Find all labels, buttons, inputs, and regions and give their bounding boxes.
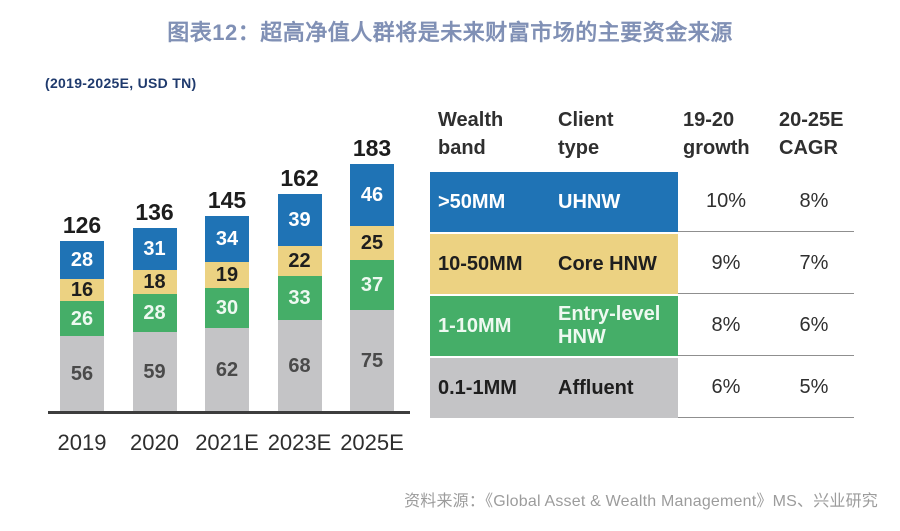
cell-wealth-band: >50MM (430, 172, 550, 232)
bar-segment-core-hnw: 19 (205, 262, 249, 288)
table-row-core-hnw: 10-50MM Core HNW 9% 7% (430, 234, 854, 294)
table-body: >50MM UHNW 10% 8% 10-50MM Core HNW 9% 7% 1-10MM E… (430, 172, 854, 418)
segment-value-label: 25 (360, 232, 384, 254)
bar-segment-entry-level-hnw: 33 (277, 276, 322, 320)
bar-segment-entry-level-hnw: 37 (350, 260, 394, 310)
segment-value-label: 28 (70, 249, 94, 271)
table-row-affluent: 0.1-1MM Affluent 6% 5% (430, 358, 854, 418)
cell-client-type: Affluent (550, 358, 678, 418)
segment-value-label: 31 (143, 238, 166, 260)
bar-segment-core-hnw: 25 (350, 226, 394, 260)
segment-value-label: 46 (360, 184, 384, 206)
segment-value-label: 34 (215, 228, 239, 250)
bar-segment-entry-level-hnw: 28 (132, 294, 177, 332)
bar-segment-uhnw: 28 (60, 241, 104, 279)
cell-client-type: Core HNW (550, 234, 678, 294)
bar-2025e: 183 46 25 37 75 (350, 134, 394, 411)
segment-value-label: 18 (143, 271, 166, 293)
x-axis-label-2023e: 2023E (267, 430, 332, 455)
bar-2023e: 162 39 22 33 68 (277, 164, 322, 411)
x-axis-label-2025e: 2025E (340, 430, 404, 455)
table-header-row: Wealth band Client type 19-20 growth 20-… (430, 106, 854, 170)
cell-cagr-20-25e: 5% (774, 358, 854, 418)
bar-2019: 126 28 16 26 56 (60, 211, 104, 411)
cell-cagr-20-25e: 8% (774, 172, 854, 232)
cell-wealth-band: 1-10MM (430, 296, 550, 356)
segment-value-label: 68 (288, 354, 311, 377)
segment-value-label: 26 (70, 307, 94, 330)
cell-growth-19-20: 8% (678, 296, 774, 356)
bar-segment-uhnw: 39 (277, 194, 322, 246)
bar-2020: 136 31 18 28 59 (132, 198, 177, 411)
bar-2021e: 145 34 19 30 62 (205, 186, 249, 411)
table-header-client-type: Client type (558, 109, 614, 159)
segment-value-label: 75 (360, 349, 384, 372)
segment-value-label: 30 (215, 297, 239, 319)
bar-segment-affluent: 56 (60, 336, 104, 411)
segment-value-label: 37 (360, 274, 384, 296)
bar-segment-entry-level-hnw: 26 (60, 301, 104, 336)
x-axis-label-2021e: 2021E (195, 430, 259, 455)
table-header-cagr: 20-25E CAGR (779, 109, 844, 159)
figure-title: 图表12：超高净值人群将是未来财富市场的主要资金来源 (167, 20, 733, 45)
bar-segment-uhnw: 34 (205, 216, 249, 262)
segment-value-label: 59 (143, 360, 166, 383)
cell-cagr-20-25e: 7% (774, 234, 854, 294)
table-header-wealth-band: Wealth band (438, 109, 504, 159)
table-row-uhnw: >50MM UHNW 10% 8% (430, 172, 854, 232)
bar-segment-core-hnw: 16 (60, 279, 104, 301)
segment-value-label: 22 (288, 250, 311, 272)
segment-value-label: 62 (215, 358, 239, 381)
bar-segment-affluent: 75 (350, 310, 394, 411)
x-axis-label-2019: 2019 (57, 430, 107, 455)
cell-client-type: UHNW (550, 172, 678, 232)
bar-total-label: 162 (280, 164, 319, 191)
segment-value-label: 16 (70, 279, 94, 301)
segment-value-label: 33 (288, 287, 311, 309)
axis-units-label: (2019-2025E, USD TN) (45, 75, 197, 91)
cell-growth-19-20: 9% (678, 234, 774, 294)
bar-segment-uhnw: 31 (132, 228, 177, 270)
wealth-band-table: Wealth band Client type 19-20 growth 20-… (430, 106, 854, 418)
cell-growth-19-20: 6% (678, 358, 774, 418)
bar-segment-core-hnw: 18 (132, 270, 177, 294)
bar-total-label: 145 (207, 186, 247, 213)
bar-total-label: 126 (62, 211, 102, 238)
bar-segment-affluent: 59 (132, 332, 177, 411)
cell-wealth-band: 0.1-1MM (430, 358, 550, 418)
x-axis-line (48, 411, 410, 414)
table-header-growth: 19-20 growth (683, 109, 750, 159)
bar-segment-core-hnw: 22 (277, 246, 322, 276)
bar-segment-entry-level-hnw: 30 (205, 288, 249, 328)
table-row-entry-level-hnw: 1-10MM Entry-level HNW 8% 6% (430, 296, 854, 356)
segment-value-label: 39 (288, 209, 311, 231)
segment-value-label: 19 (215, 264, 239, 286)
bar-total-label: 136 (135, 198, 174, 225)
bar-segment-uhnw: 46 (350, 164, 394, 226)
cell-cagr-20-25e: 6% (774, 296, 854, 356)
bar-segment-affluent: 68 (277, 320, 322, 411)
segment-value-label: 28 (143, 302, 166, 324)
x-axis-label-2020: 2020 (130, 430, 179, 455)
cell-client-type: Entry-level HNW (550, 296, 678, 356)
bar-total-label: 183 (352, 134, 392, 161)
cell-wealth-band: 10-50MM (430, 234, 550, 294)
source-note: 资料来源：《Global Asset & Wealth Management》M… (404, 493, 878, 510)
segment-value-label: 56 (70, 362, 94, 385)
bar-segment-affluent: 62 (205, 328, 249, 411)
stacked-bar-chart: 126 28 16 26 56 2019 136 31 18 28 59 2020 145 34 19 30 6… (48, 97, 410, 455)
cell-growth-19-20: 10% (678, 172, 774, 232)
